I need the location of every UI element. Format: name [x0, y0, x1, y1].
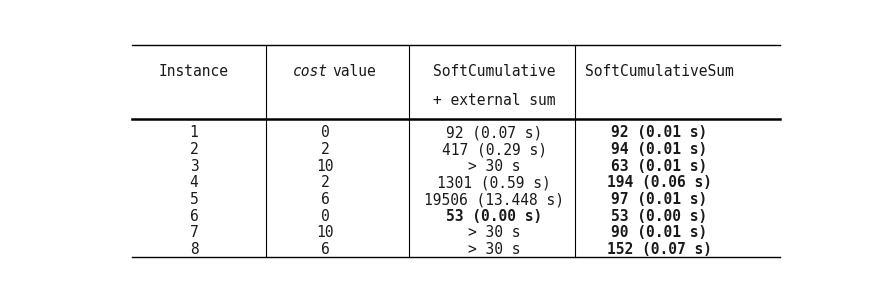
Text: cost: cost	[293, 64, 328, 79]
Text: 2: 2	[320, 142, 329, 157]
Text: 7: 7	[190, 225, 198, 241]
Text: Instance: Instance	[159, 64, 229, 79]
Text: 92 (0.01 s): 92 (0.01 s)	[611, 125, 708, 140]
Text: 53 (0.00 s): 53 (0.00 s)	[611, 209, 708, 224]
Text: SoftCumulativeSum: SoftCumulativeSum	[586, 64, 734, 79]
Text: 10: 10	[316, 225, 334, 241]
Text: SoftCumulative: SoftCumulative	[433, 64, 555, 79]
Text: 2: 2	[190, 142, 198, 157]
Text: 19506 (13.448 s): 19506 (13.448 s)	[424, 192, 564, 207]
Text: 6: 6	[320, 242, 329, 257]
Text: 90 (0.01 s): 90 (0.01 s)	[611, 225, 708, 241]
Text: 3: 3	[190, 159, 198, 174]
Text: 10: 10	[316, 159, 334, 174]
Text: 97 (0.01 s): 97 (0.01 s)	[611, 192, 708, 207]
Text: > 30 s: > 30 s	[468, 159, 521, 174]
Text: 194 (0.06 s): 194 (0.06 s)	[607, 176, 712, 190]
Text: value: value	[332, 64, 376, 79]
Text: 94 (0.01 s): 94 (0.01 s)	[611, 142, 708, 157]
Text: > 30 s: > 30 s	[468, 225, 521, 241]
Text: 417 (0.29 s): 417 (0.29 s)	[441, 142, 546, 157]
Text: > 30 s: > 30 s	[468, 242, 521, 257]
Text: 63 (0.01 s): 63 (0.01 s)	[611, 159, 708, 174]
Text: 6: 6	[190, 209, 198, 224]
Text: 0: 0	[320, 209, 329, 224]
Text: 5: 5	[190, 192, 198, 207]
Text: 2: 2	[320, 176, 329, 190]
Text: + external sum: + external sum	[433, 93, 555, 108]
Text: 0: 0	[320, 125, 329, 140]
Text: 53 (0.00 s): 53 (0.00 s)	[446, 209, 542, 224]
Text: 152 (0.07 s): 152 (0.07 s)	[607, 242, 712, 257]
Text: 8: 8	[190, 242, 198, 257]
Text: 4: 4	[190, 176, 198, 190]
Text: 92 (0.07 s): 92 (0.07 s)	[446, 125, 542, 140]
Text: 1: 1	[190, 125, 198, 140]
Text: 6: 6	[320, 192, 329, 207]
Text: 1301 (0.59 s): 1301 (0.59 s)	[437, 176, 551, 190]
